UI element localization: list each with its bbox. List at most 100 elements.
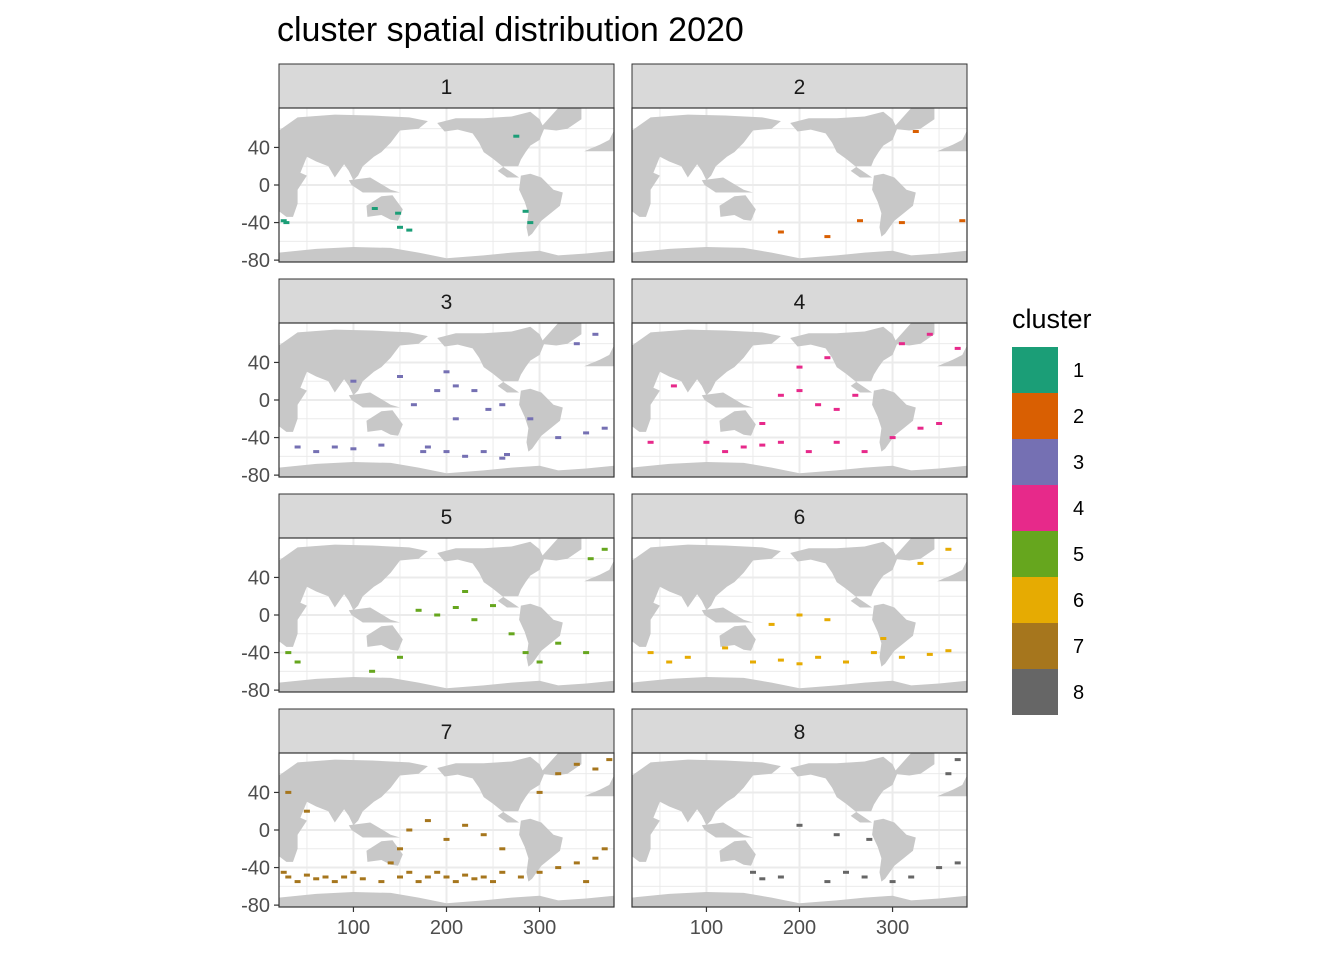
cluster-cell xyxy=(824,880,831,884)
cluster-cell xyxy=(684,655,691,659)
legend-label-4: 4 xyxy=(1073,498,1084,520)
cluster-cell xyxy=(480,833,487,837)
y-tick-label: 40 xyxy=(248,782,270,804)
legend-label-5: 5 xyxy=(1073,544,1084,566)
cluster-cell xyxy=(959,219,966,223)
cluster-cell xyxy=(759,443,766,447)
cluster-cell xyxy=(517,875,524,879)
x-tick-label: 200 xyxy=(430,917,463,939)
land-mass xyxy=(279,108,614,262)
cluster-cell xyxy=(303,873,310,877)
y-tick-label: -40 xyxy=(241,428,270,450)
cluster-cell xyxy=(870,651,877,655)
panel-border xyxy=(631,537,968,693)
x-tick-label: 300 xyxy=(876,917,909,939)
cluster-cell xyxy=(508,632,515,636)
facet-strip-label: 4 xyxy=(794,291,806,314)
cluster-cell xyxy=(898,342,905,346)
legend: cluster 1 2 3 4 5 6 7 8 xyxy=(1012,304,1092,715)
cluster-cell xyxy=(371,207,378,210)
x-tick-label: 200 xyxy=(783,917,816,939)
cluster-cell xyxy=(294,445,301,449)
cluster-cell xyxy=(285,875,292,879)
panel-border xyxy=(631,322,968,478)
cluster-cell xyxy=(936,422,943,425)
facet-panel-4: 4 xyxy=(631,278,968,478)
cluster-cell xyxy=(527,221,534,225)
cluster-cell xyxy=(322,875,329,879)
cluster-cell xyxy=(898,655,905,659)
cluster-cell xyxy=(499,847,506,851)
cluster-cell xyxy=(522,209,529,213)
cluster-cell xyxy=(452,384,459,388)
y-tick-label: -40 xyxy=(241,858,270,880)
cluster-cell xyxy=(350,447,357,451)
facet-strip-label: 7 xyxy=(441,721,453,744)
legend-label-2: 2 xyxy=(1073,406,1084,428)
cluster-cell xyxy=(898,221,905,225)
facet-strip-label: 3 xyxy=(441,291,453,314)
y-tick-label: 0 xyxy=(259,820,270,842)
cluster-cell xyxy=(527,417,534,421)
cluster-cell xyxy=(917,426,924,430)
legend-key-8 xyxy=(1012,669,1058,715)
cluster-cell xyxy=(294,660,301,664)
cluster-cell xyxy=(499,456,506,460)
cluster-cell xyxy=(283,221,290,225)
cluster-cell xyxy=(833,407,840,411)
legend-key-5 xyxy=(1012,531,1058,577)
cluster-cell xyxy=(452,417,459,421)
cluster-cell xyxy=(415,880,422,884)
cluster-cell xyxy=(331,445,338,449)
cluster-cell xyxy=(313,450,320,454)
cluster-cell xyxy=(434,613,441,617)
y-tick-label: 40 xyxy=(248,352,270,374)
y-tick-label: -80 xyxy=(241,465,270,487)
y-tick-label: 0 xyxy=(259,390,270,412)
cluster-cell xyxy=(861,450,868,454)
cluster-cell xyxy=(796,823,803,827)
cluster-cell xyxy=(397,875,403,879)
cluster-cell xyxy=(341,875,348,879)
cluster-cell xyxy=(397,655,403,659)
cluster-cell xyxy=(777,875,784,879)
cluster-cell xyxy=(378,443,385,447)
cluster-cell xyxy=(852,393,859,397)
y-tick-label: 40 xyxy=(248,567,270,589)
cluster-cell xyxy=(555,641,562,645)
cluster-cell xyxy=(420,450,427,454)
cluster-cell xyxy=(647,440,654,444)
x-tick-label: 100 xyxy=(690,917,723,939)
cluster-cell xyxy=(424,875,431,879)
facet-strip xyxy=(278,708,615,754)
cluster-cell xyxy=(740,445,747,449)
cluster-cell xyxy=(573,861,580,865)
cluster-cell xyxy=(866,837,873,841)
facet-panels: 1 2 3 4 5 6 7 8 xyxy=(278,63,968,908)
cluster-cell xyxy=(471,618,478,622)
land-mass xyxy=(279,538,614,692)
legend-key-6 xyxy=(1012,577,1058,623)
cluster-cell xyxy=(280,219,287,223)
y-tick-label: 0 xyxy=(259,605,270,627)
cluster-cell xyxy=(424,819,431,823)
cluster-cell xyxy=(592,332,599,336)
cluster-cell xyxy=(759,877,766,881)
cluster-cell xyxy=(889,436,896,440)
cluster-cell xyxy=(703,440,710,444)
cluster-cell xyxy=(443,837,450,841)
cluster-cell xyxy=(462,454,469,458)
cluster-cell xyxy=(843,870,849,874)
facet-panel-7: 7 xyxy=(278,708,615,908)
cluster-cell xyxy=(513,134,520,138)
legend-label-8: 8 xyxy=(1073,682,1084,704)
cluster-cell xyxy=(397,847,403,851)
cluster-cell xyxy=(406,828,413,832)
cluster-cell xyxy=(824,356,831,360)
cluster-cell xyxy=(350,870,357,874)
facet-panel-3: 3 xyxy=(278,278,615,478)
cluster-cell xyxy=(462,590,469,593)
facet-panel-5: 5 xyxy=(278,493,615,693)
cluster-cell xyxy=(601,547,608,551)
cluster-cell xyxy=(424,445,431,449)
